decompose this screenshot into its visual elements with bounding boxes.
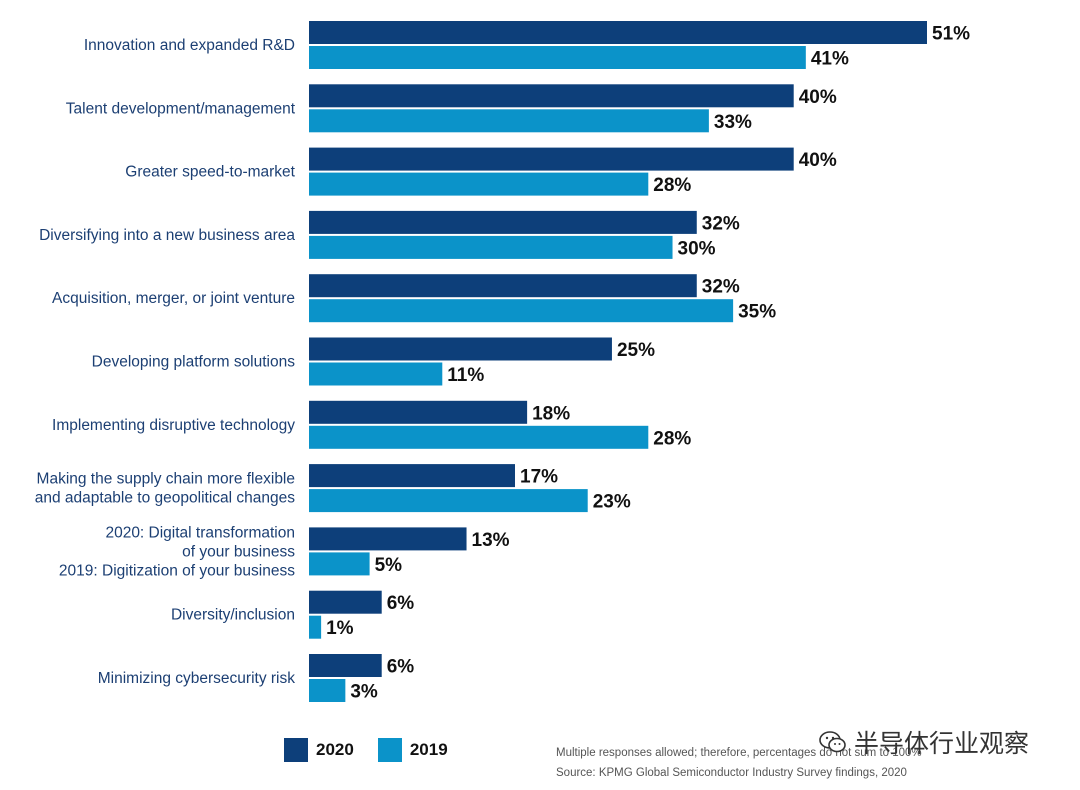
bar-2020 (309, 590, 382, 614)
value-label-2020: 32% (702, 277, 740, 298)
bar-2019 (309, 425, 649, 449)
category-label: Developing platform solutions (92, 354, 296, 371)
value-label-2019: 5% (375, 555, 403, 576)
bar-2019 (309, 362, 443, 386)
bar-2019 (309, 172, 649, 196)
category-label: Minimizing cybersecurity risk (98, 670, 295, 687)
legend-item-2020: 2020 (284, 738, 354, 762)
bar-2020 (309, 464, 515, 488)
category-label: Innovation and expanded R&D (84, 37, 295, 54)
legend-swatch-2019 (377, 738, 402, 762)
category-label: Talent development/management (66, 100, 296, 117)
wechat-icon (819, 731, 846, 753)
bar-2019 (309, 615, 322, 639)
value-label-2019: 33% (714, 112, 752, 133)
value-label-2019: 28% (653, 428, 691, 449)
value-label-2019: 3% (350, 682, 378, 703)
legend-label-2020: 2020 (316, 740, 354, 759)
value-label-2019: 28% (653, 175, 691, 196)
legend-label-2019: 2019 (409, 740, 448, 759)
bar-2019 (309, 552, 370, 576)
bar-2020 (309, 21, 927, 44)
category-label: Making the supply chain more flexible and… (35, 471, 296, 507)
value-label-2020: 40% (799, 87, 837, 108)
legend: 2020 2019 (284, 738, 472, 762)
category-label: Greater speed-to-market (125, 164, 295, 181)
value-label-2020: 13% (472, 530, 510, 551)
note-multiple-responses: Multiple responses allowed; therefore, p… (556, 747, 922, 759)
value-label-2019: 11% (447, 365, 484, 386)
category-label: Acquisition, merger, or joint venture (52, 290, 295, 307)
bar-2020 (309, 84, 794, 108)
category-label: Diversity/inclusion (171, 607, 295, 624)
category-label: Diversifying into a new business area (39, 227, 295, 244)
value-label-2019: 35% (738, 302, 776, 323)
watermark-text: 半导体行业观察 (854, 729, 1030, 758)
value-label-2020: 32% (702, 213, 740, 234)
bar-2020 (309, 274, 697, 298)
value-label-2019: 41% (811, 49, 849, 70)
value-label-2019: 23% (593, 492, 631, 513)
category-label: Implementing disruptive technology (52, 417, 295, 434)
bar-2019 (309, 679, 346, 702)
value-label-2020: 25% (617, 340, 655, 361)
value-label-2020: 51% (932, 24, 970, 45)
watermark: 半导体行业观察 (818, 724, 1029, 760)
bar-2020 (309, 210, 697, 234)
note-source: Source: KPMG Global Semiconductor Indust… (556, 767, 907, 779)
value-label-2020: 17% (520, 467, 558, 488)
bar-2019 (309, 46, 806, 69)
bar-chart: Innovation and expanded R&D 51% 41% Talent … (35, 21, 970, 703)
bar-2020 (309, 400, 528, 424)
value-label-2019: 30% (678, 238, 716, 259)
bar-2020 (309, 337, 612, 361)
bar-2019 (309, 235, 673, 259)
value-label-2020: 18% (532, 403, 570, 424)
value-label-2020: 40% (799, 150, 837, 171)
chart-notes: Multiple responses allowed; therefore, p… (556, 743, 922, 783)
bar-2019 (309, 299, 734, 323)
bar-2019 (309, 109, 709, 133)
value-label-2020: 6% (387, 593, 415, 614)
bar-2020 (309, 527, 467, 551)
bar-2019 (309, 489, 588, 513)
bar-2020 (309, 654, 382, 677)
legend-swatch-2020 (284, 738, 308, 762)
bar-2020 (309, 147, 794, 171)
value-label-2020: 6% (387, 657, 415, 678)
category-label: 2020: Digital transformation of your busi… (59, 524, 295, 579)
value-label-2019: 1% (326, 618, 354, 639)
legend-item-2019: 2019 (377, 738, 448, 762)
